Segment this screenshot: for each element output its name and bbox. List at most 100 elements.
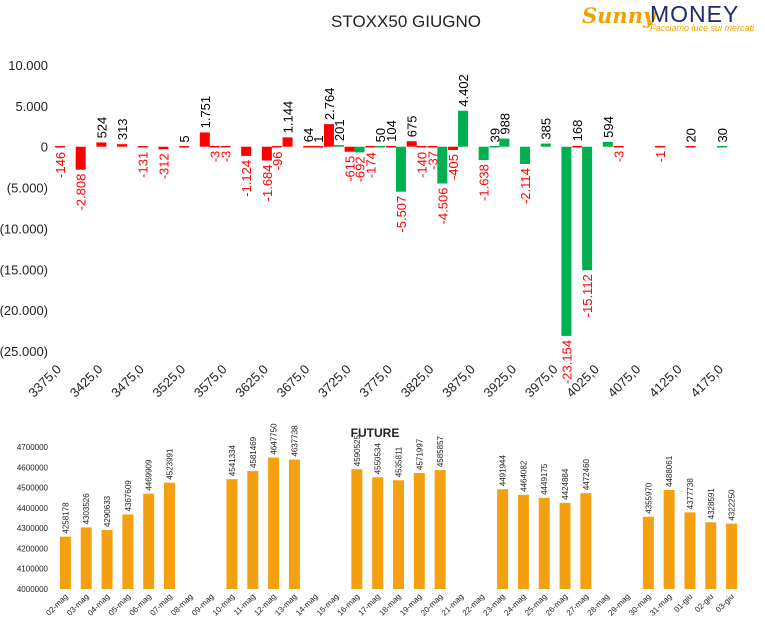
bar xyxy=(602,141,613,147)
bar-data-label: 168 xyxy=(570,120,585,142)
bar xyxy=(75,146,86,170)
bar xyxy=(437,146,448,184)
bar xyxy=(55,145,65,148)
bar xyxy=(271,145,282,148)
future-x-tick-label: 16-mag xyxy=(336,592,362,618)
bar xyxy=(478,146,489,161)
future-bar xyxy=(559,502,571,589)
future-bar xyxy=(80,527,92,589)
future-bar xyxy=(143,493,155,589)
future-y-tick-label: 4700000 xyxy=(17,443,49,452)
bar-data-label: -5.507 xyxy=(394,196,409,233)
future-y-tick-label: 4000000 xyxy=(17,585,49,594)
bar-data-label: -3 xyxy=(219,151,234,163)
future-x-tick-label: 31-mag xyxy=(648,592,674,618)
bar-data-label: -692 xyxy=(353,156,368,182)
future-x-tick-label: 20-mag xyxy=(419,592,445,618)
bar-data-label: -15.112 xyxy=(580,274,595,317)
future-bar xyxy=(434,470,446,589)
future-bar-label: 4464082 xyxy=(519,460,528,492)
chart-title: STOXX50 GIUGNO xyxy=(331,12,481,31)
future-x-tick-label: 27-mag xyxy=(565,592,591,618)
future-bar-label: 4523991 xyxy=(166,448,175,480)
sunny-money-logo: Sunny MONEY Facciamo luce sui mercati xyxy=(580,1,760,37)
future-bar xyxy=(226,479,238,589)
bar-data-label: -405 xyxy=(446,154,461,180)
bar xyxy=(209,145,220,148)
future-bar xyxy=(247,471,259,589)
bar-data-label: 30 xyxy=(715,128,730,142)
logo-sunny-text: Sunny xyxy=(582,3,656,28)
future-bar xyxy=(372,477,384,589)
future-x-tick-label: 07-mag xyxy=(148,592,174,618)
future-bar-label: 4647750 xyxy=(270,423,279,455)
future-bar xyxy=(59,536,71,589)
future-bar-label: 4424884 xyxy=(561,468,570,500)
future-x-tick-label: 17-mag xyxy=(357,592,383,618)
bar xyxy=(448,146,459,151)
bar-data-label: 1 xyxy=(311,135,326,142)
y-tick-label: 5.000 xyxy=(15,99,48,114)
future-bar-label: 4328591 xyxy=(707,488,716,520)
future-x-tick-label: 29-mag xyxy=(606,592,632,618)
bar-data-label: -1 xyxy=(653,151,668,163)
future-y-tick-label: 4500000 xyxy=(17,484,49,493)
future-bar-label: 4488061 xyxy=(665,455,674,487)
bar xyxy=(416,145,427,148)
bar xyxy=(499,138,510,147)
bar-data-label: 104 xyxy=(384,120,399,142)
bar-data-label: 50 xyxy=(373,128,388,142)
future-bar-label: 4303526 xyxy=(82,493,91,525)
future-bar-label: 4637738 xyxy=(290,425,299,457)
future-bar-label: 4571997 xyxy=(415,438,424,470)
y-tick-label: 0 xyxy=(41,140,48,155)
bar-data-label: 385 xyxy=(539,118,554,140)
bar xyxy=(457,110,468,147)
future-x-tick-label: 05-mag xyxy=(107,592,133,618)
bar xyxy=(572,145,583,148)
future-bar-label: 4535811 xyxy=(395,446,404,477)
bar-data-label: -96 xyxy=(270,151,285,170)
bar xyxy=(717,145,727,148)
bar-data-label: -37 xyxy=(425,151,440,170)
future-y-tick-label: 4300000 xyxy=(17,524,49,533)
bar-data-label: 524 xyxy=(94,117,109,139)
bar-data-label: -2.114 xyxy=(518,168,533,204)
bar-data-label: 594 xyxy=(601,116,616,138)
future-x-tick-label: 23-mag xyxy=(481,592,507,618)
bar xyxy=(365,145,376,148)
future-bar-label: 4469909 xyxy=(145,459,154,491)
bar-data-label: -131 xyxy=(136,152,151,178)
bar xyxy=(406,141,417,147)
future-x-tick-label: 09-mag xyxy=(190,592,216,618)
bar-data-label: -3 xyxy=(208,151,223,163)
y-tick-label: 10.000 xyxy=(8,58,48,73)
future-bar-label: 4290633 xyxy=(103,495,112,527)
bar xyxy=(344,146,355,152)
future-x-tick-label: 12-mag xyxy=(252,592,278,618)
future-x-tick-label: 25-mag xyxy=(523,592,549,618)
future-bar xyxy=(538,497,550,589)
future-bar xyxy=(663,489,675,589)
future-bar-label: 4258178 xyxy=(61,502,70,534)
logo-money-text: MONEY xyxy=(650,1,740,27)
future-x-tick-label: 24-mag xyxy=(502,592,528,618)
future-x-tick-label: 14-mag xyxy=(294,592,320,618)
future-x-tick-label: 02-giu xyxy=(693,592,715,614)
future-x-tick-label: 22-mag xyxy=(461,592,487,618)
future-bar xyxy=(517,494,529,589)
future-bar xyxy=(268,457,280,589)
future-x-tick-label: 04-mag xyxy=(86,592,112,618)
bar-data-label: 5 xyxy=(177,135,192,142)
bar xyxy=(582,146,593,271)
future-bar-label: 4590525 xyxy=(353,435,362,467)
future-x-tick-label: 06-mag xyxy=(128,592,154,618)
bar xyxy=(654,145,665,148)
bar-data-label: -140 xyxy=(415,152,430,178)
bar xyxy=(375,145,386,148)
bar xyxy=(199,132,210,147)
stoxx50-open-interest-chart: 10.000 5.000 0 (5.000) (10.000) (15.000) (20.0… xyxy=(0,58,730,400)
future-bar xyxy=(288,459,300,589)
future-y-tick-label: 4400000 xyxy=(17,504,49,513)
bar-data-label: -146 xyxy=(53,152,68,178)
